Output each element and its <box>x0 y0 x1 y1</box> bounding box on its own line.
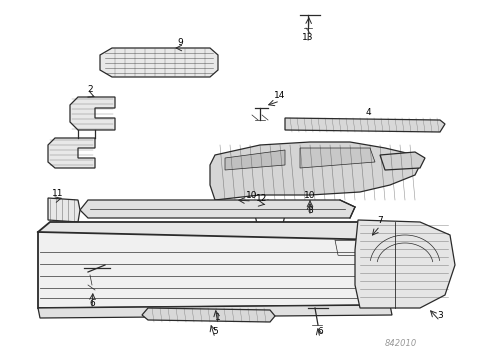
Text: 12: 12 <box>256 194 268 202</box>
Polygon shape <box>300 148 375 168</box>
Text: 842010: 842010 <box>385 339 417 348</box>
Polygon shape <box>142 308 275 322</box>
Polygon shape <box>80 200 355 218</box>
Polygon shape <box>100 48 218 77</box>
Text: 6: 6 <box>317 328 323 337</box>
Polygon shape <box>355 220 455 308</box>
Polygon shape <box>210 142 420 200</box>
Text: 8: 8 <box>307 206 313 215</box>
Text: 1: 1 <box>215 314 221 323</box>
Text: 6: 6 <box>89 298 95 307</box>
Text: 3: 3 <box>437 310 443 320</box>
Text: 4: 4 <box>365 108 371 117</box>
Polygon shape <box>285 118 445 132</box>
Text: 9: 9 <box>177 37 183 46</box>
Text: 10: 10 <box>246 190 258 199</box>
Polygon shape <box>48 198 80 222</box>
Polygon shape <box>225 150 285 170</box>
Polygon shape <box>70 97 115 130</box>
Text: 10: 10 <box>304 190 316 199</box>
Text: 5: 5 <box>212 328 218 337</box>
Polygon shape <box>48 138 95 168</box>
Polygon shape <box>38 232 390 308</box>
Polygon shape <box>38 222 395 240</box>
Polygon shape <box>38 305 392 318</box>
Text: 13: 13 <box>302 32 314 41</box>
Text: 7: 7 <box>377 216 383 225</box>
Text: 11: 11 <box>52 189 64 198</box>
Polygon shape <box>375 222 395 305</box>
Polygon shape <box>380 152 425 170</box>
Text: 14: 14 <box>274 90 286 99</box>
Text: 2: 2 <box>87 85 93 94</box>
